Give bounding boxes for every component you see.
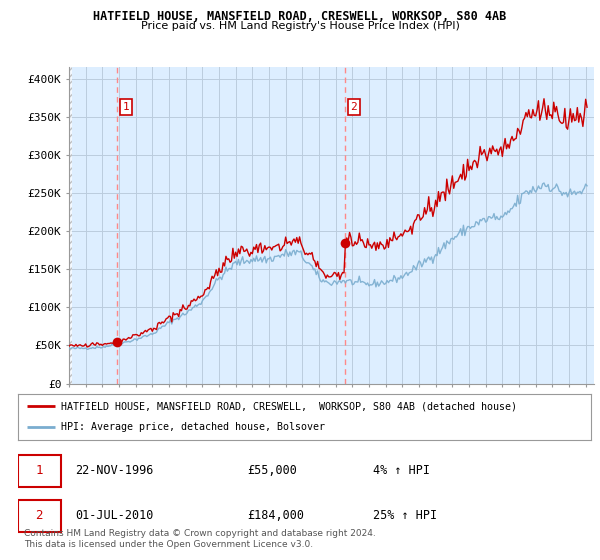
Text: Contains HM Land Registry data © Crown copyright and database right 2024.
This d: Contains HM Land Registry data © Crown c…	[24, 529, 376, 549]
Text: 01-JUL-2010: 01-JUL-2010	[76, 509, 154, 522]
Text: Price paid vs. HM Land Registry's House Price Index (HPI): Price paid vs. HM Land Registry's House …	[140, 21, 460, 31]
Text: 1: 1	[35, 464, 43, 478]
Text: HPI: Average price, detached house, Bolsover: HPI: Average price, detached house, Bols…	[61, 422, 325, 432]
FancyBboxPatch shape	[18, 455, 61, 488]
FancyBboxPatch shape	[18, 500, 61, 533]
Text: 2: 2	[35, 509, 43, 522]
Text: 22-NOV-1996: 22-NOV-1996	[76, 464, 154, 478]
Text: 1: 1	[122, 102, 129, 112]
Text: £184,000: £184,000	[247, 509, 304, 522]
Text: HATFIELD HOUSE, MANSFIELD ROAD, CRESWELL, WORKSOP, S80 4AB: HATFIELD HOUSE, MANSFIELD ROAD, CRESWELL…	[94, 10, 506, 23]
Text: 25% ↑ HPI: 25% ↑ HPI	[373, 509, 437, 522]
Bar	[69, 67, 71, 384]
Text: 4% ↑ HPI: 4% ↑ HPI	[373, 464, 430, 478]
Text: £55,000: £55,000	[247, 464, 297, 478]
Text: 2: 2	[350, 102, 357, 112]
Text: HATFIELD HOUSE, MANSFIELD ROAD, CRESWELL,  WORKSOP, S80 4AB (detached house): HATFIELD HOUSE, MANSFIELD ROAD, CRESWELL…	[61, 401, 517, 411]
